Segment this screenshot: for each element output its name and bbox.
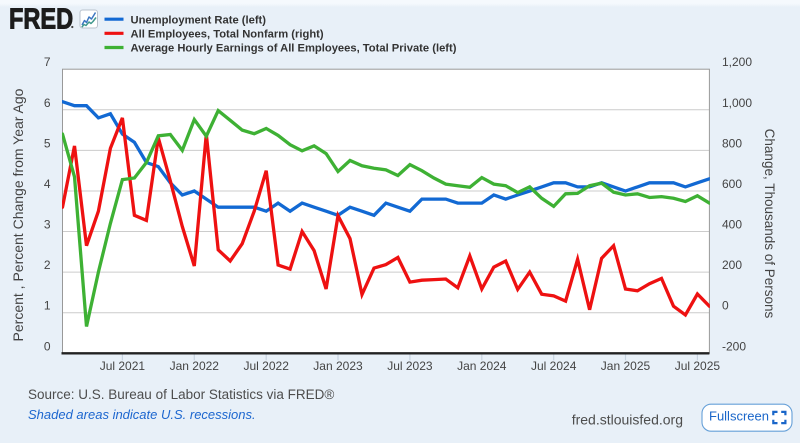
svg-text:0: 0 <box>44 339 51 353</box>
svg-text:Fullscreen: Fullscreen <box>709 409 769 424</box>
svg-text:FRED: FRED <box>9 2 73 35</box>
svg-text:Jul 2023: Jul 2023 <box>387 359 433 373</box>
svg-text:Jul 2022: Jul 2022 <box>244 359 290 373</box>
svg-text:fred.stlouisfed.org: fred.stlouisfed.org <box>572 412 683 428</box>
svg-text:Shaded areas indicate U.S. rec: Shaded areas indicate U.S. recessions. <box>28 407 256 422</box>
svg-text:Jan 2022: Jan 2022 <box>170 359 220 373</box>
svg-text:Source: U.S. Bureau of Labor S: Source: U.S. Bureau of Labor Statistics … <box>28 387 334 402</box>
svg-text:-200: -200 <box>722 339 746 353</box>
svg-text:1: 1 <box>44 299 51 313</box>
svg-text:Jan 2025: Jan 2025 <box>601 359 651 373</box>
svg-text:200: 200 <box>722 258 742 272</box>
svg-text:3: 3 <box>44 218 51 232</box>
svg-text:600: 600 <box>722 177 742 191</box>
svg-text:800: 800 <box>722 136 742 150</box>
svg-text:Average Hourly Earnings of All: Average Hourly Earnings of All Employees… <box>131 43 457 55</box>
svg-text:All Employees, Total Nonfarm (: All Employees, Total Nonfarm (right) <box>131 29 324 41</box>
svg-text:2: 2 <box>44 258 51 272</box>
svg-text:1,000: 1,000 <box>722 96 752 110</box>
svg-text:Jul 2024: Jul 2024 <box>531 359 577 373</box>
svg-text:400: 400 <box>722 218 742 232</box>
svg-text:1,200: 1,200 <box>722 55 752 69</box>
svg-text:Percent , Percent Change from: Percent , Percent Change from Year Ago <box>10 88 26 341</box>
svg-text:Jul 2025: Jul 2025 <box>675 359 721 373</box>
svg-text:Change, Thousands of Persons: Change, Thousands of Persons <box>762 129 777 319</box>
svg-text:Jan 2024: Jan 2024 <box>457 359 507 373</box>
svg-text:4: 4 <box>44 177 51 191</box>
svg-text:5: 5 <box>44 136 51 150</box>
svg-text:Jan 2023: Jan 2023 <box>313 359 363 373</box>
svg-text:Jul 2021: Jul 2021 <box>100 359 146 373</box>
svg-text:7: 7 <box>44 55 51 69</box>
svg-text:6: 6 <box>44 96 51 110</box>
svg-text:0: 0 <box>722 299 729 313</box>
svg-text:Unemployment Rate (left): Unemployment Rate (left) <box>131 14 267 26</box>
